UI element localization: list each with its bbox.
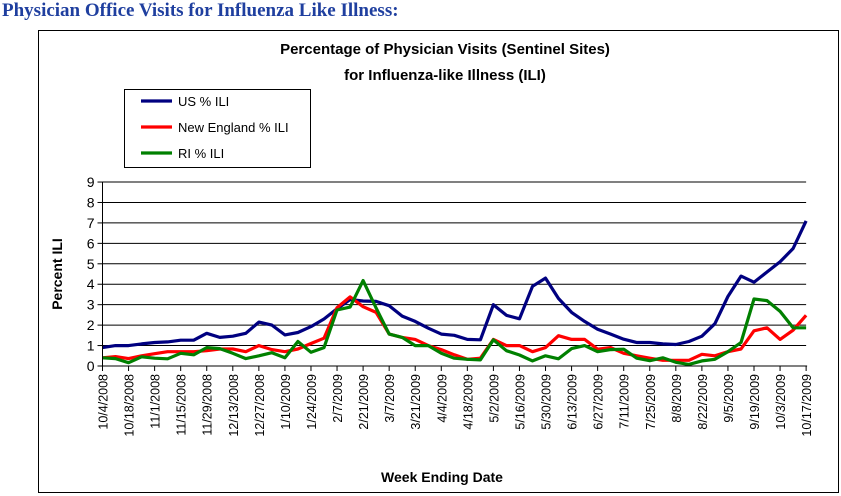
y-tick-label: 1 <box>87 338 95 354</box>
x-tick-label: 12/13/2008 <box>227 374 241 437</box>
x-tick-label: 5/2/2009 <box>487 374 501 423</box>
x-tick-label: 1/24/2009 <box>305 374 319 430</box>
y-tick-label: 5 <box>87 256 95 272</box>
x-tick-label: 6/13/2009 <box>566 374 580 430</box>
x-tick-label: 9/5/2009 <box>722 374 736 423</box>
x-tick-label: 3/7/2009 <box>383 374 397 423</box>
x-tick-label: 9/19/2009 <box>748 374 762 430</box>
y-tick-label: 3 <box>87 297 95 313</box>
x-tick-label: 5/30/2009 <box>540 374 554 430</box>
y-tick-label: 4 <box>87 276 95 292</box>
y-tick-label: 7 <box>87 215 95 231</box>
x-tick-label: 7/25/2009 <box>644 374 658 430</box>
x-axis-label: Week Ending Date <box>381 469 503 485</box>
x-tick-label: 5/16/2009 <box>513 374 527 430</box>
legend-label: RI % ILI <box>178 146 224 161</box>
x-tick-label: 1/10/2009 <box>279 374 293 430</box>
y-tick-label: 2 <box>87 317 95 333</box>
x-tick-label: 4/18/2009 <box>461 374 475 430</box>
y-tick-label: 6 <box>87 235 95 251</box>
x-tick-label: 11/29/2008 <box>201 374 215 436</box>
legend: US % ILI New England % ILI RI % ILI <box>124 89 311 168</box>
legend-label: New England % ILI <box>178 120 289 135</box>
x-tick-label: 3/21/2009 <box>409 374 423 430</box>
x-tick-label: 10/4/2008 <box>97 374 111 430</box>
x-tick-label: 4/4/2009 <box>435 374 449 423</box>
chart-title-line1: Percentage of Physician Visits (Sentinel… <box>280 41 610 58</box>
x-tick-label: 10/3/2009 <box>774 374 788 430</box>
chart-title-line2: for Influenza-like Illness (ILI) <box>344 67 546 84</box>
y-axis-label: Percent ILI <box>49 238 65 310</box>
x-tick-label: 11/15/2008 <box>175 374 189 436</box>
x-tick-label: 2/7/2009 <box>331 374 345 423</box>
y-tick-label: 9 <box>87 174 95 190</box>
x-tick-label: 11/1/2008 <box>149 374 163 429</box>
page-heading: Physician Office Visits for Influenza Li… <box>2 0 399 21</box>
x-tick-label: 12/27/2008 <box>253 374 267 437</box>
y-tick-label: 8 <box>87 194 95 210</box>
legend-label: US % ILI <box>178 94 229 109</box>
x-tick-label: 2/21/2009 <box>357 374 371 430</box>
x-tick-label: 6/27/2009 <box>592 374 606 430</box>
x-tick-label: 8/22/2009 <box>696 374 710 430</box>
x-tick-label: 10/18/2008 <box>123 374 137 437</box>
x-tick-label: 7/11/2009 <box>618 374 632 429</box>
x-tick-label: 8/8/2009 <box>670 374 684 423</box>
y-tick-label: 0 <box>87 358 95 374</box>
x-tick-label: 10/17/2009 <box>800 374 814 437</box>
